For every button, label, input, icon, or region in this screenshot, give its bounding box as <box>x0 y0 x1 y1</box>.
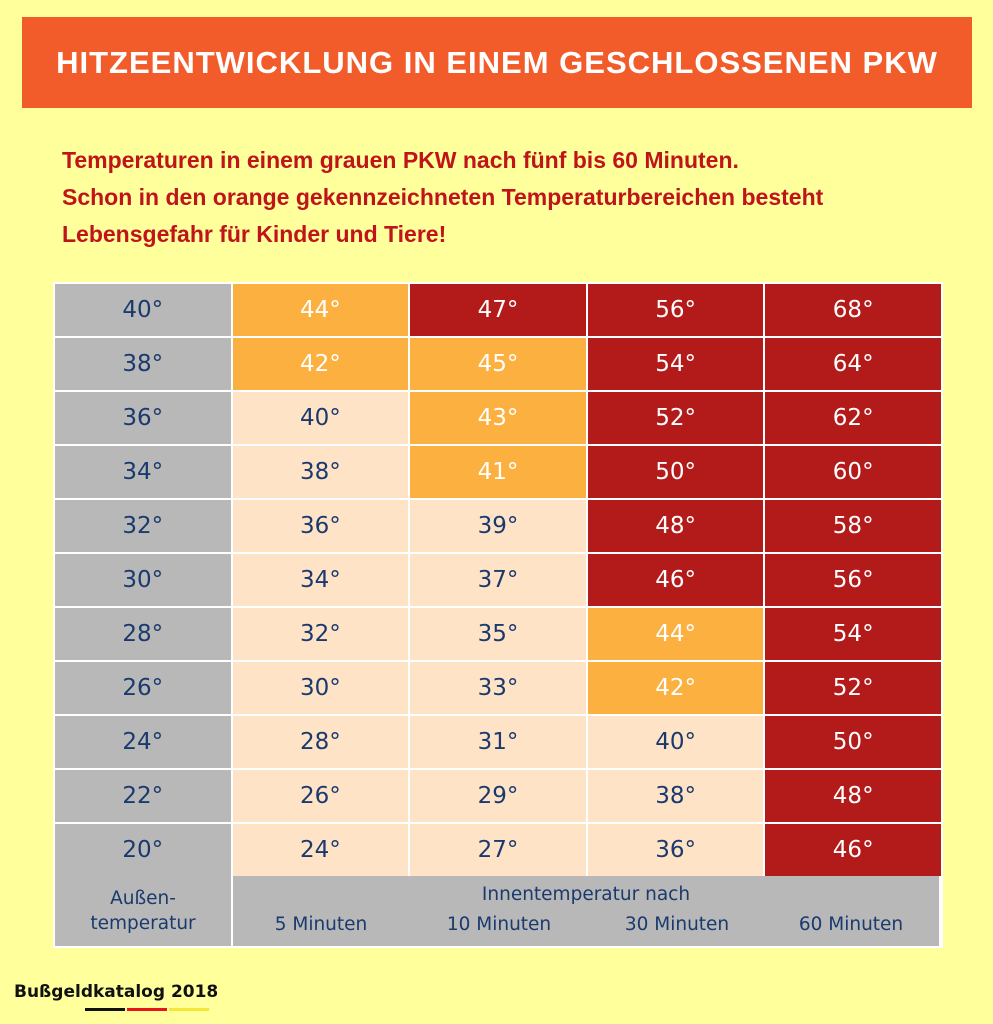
inside-temp-cell: 50° <box>765 716 941 768</box>
inside-temp-cell: 45° <box>410 338 586 390</box>
inside-temp-cell: 44° <box>587 608 764 660</box>
column-group-label: Innentemperatur nach <box>481 884 691 905</box>
inside-temp-cell: 27° <box>410 824 586 876</box>
page-title: HITZEENTWICKLUNG IN EINEM GESCHLOSSENEN … <box>56 44 938 80</box>
inside-temp-cell: 38° <box>232 446 409 498</box>
inside-temp-cell: 30° <box>232 662 409 714</box>
inside-temp-cell: 48° <box>587 500 764 552</box>
inside-temp-cell: 68° <box>765 284 941 336</box>
outside-temp-cell: 26° <box>55 662 231 714</box>
temperature-table: 40° 44° 47° 56° 68° 38° 42° 45° 54° 64° 36° 40° 43° 5… <box>53 282 943 878</box>
header-line: Außen- <box>110 888 176 909</box>
inside-temperature-header: Innentemperatur nach 5 Minuten 10 Minute… <box>233 876 939 946</box>
inside-temp-cell: 50° <box>587 446 764 498</box>
subtitle: Temperaturen in einem grauen PKW nach fü… <box>62 142 962 253</box>
inside-temp-cell: 36° <box>587 824 764 876</box>
inside-temp-cell: 60° <box>765 446 941 498</box>
outside-temperature-header: Außen- temperatur <box>55 876 231 946</box>
outside-temp-cell: 36° <box>55 392 231 444</box>
outside-temp-cell: 30° <box>55 554 231 606</box>
inside-temp-cell: 48° <box>765 770 941 822</box>
flag-stripe-red <box>127 1008 167 1011</box>
outside-temp-cell: 24° <box>55 716 231 768</box>
inside-temp-cell: 40° <box>587 716 764 768</box>
inside-temp-cell: 42° <box>232 338 409 390</box>
inside-temp-cell: 42° <box>587 662 764 714</box>
table-footer: Außen- temperatur Innentemperatur nach 5… <box>53 876 943 948</box>
column-label-10: 10 Minuten <box>446 914 552 935</box>
inside-temp-cell: 35° <box>410 608 586 660</box>
subtitle-line: Lebensgefahr für Kinder und Tiere! <box>62 221 447 247</box>
column-label-30: 30 Minuten <box>624 914 730 935</box>
outside-temp-cell: 32° <box>55 500 231 552</box>
outside-temp-cell: 34° <box>55 446 231 498</box>
inside-temp-cell: 39° <box>410 500 586 552</box>
inside-temp-cell: 37° <box>410 554 586 606</box>
inside-temp-cell: 38° <box>587 770 764 822</box>
header-line: temperatur <box>90 913 196 934</box>
column-label-60: 60 Minuten <box>798 914 904 935</box>
outside-temp-cell: 38° <box>55 338 231 390</box>
inside-temp-cell: 40° <box>232 392 409 444</box>
title-banner: HITZEENTWICKLUNG IN EINEM GESCHLOSSENEN … <box>22 17 972 108</box>
inside-temp-cell: 56° <box>587 284 764 336</box>
logo-text: Bußgeldkatalog 2018 <box>14 982 219 1002</box>
inside-temp-cell: 31° <box>410 716 586 768</box>
subtitle-line: Temperaturen in einem grauen PKW nach fü… <box>62 147 739 173</box>
flag-stripe-gold <box>169 1008 209 1011</box>
inside-temp-cell: 44° <box>232 284 409 336</box>
outside-temp-cell: 28° <box>55 608 231 660</box>
inside-temp-cell: 46° <box>587 554 764 606</box>
inside-temp-cell: 64° <box>765 338 941 390</box>
inside-temp-cell: 29° <box>410 770 586 822</box>
outside-temp-cell: 22° <box>55 770 231 822</box>
inside-temp-cell: 32° <box>232 608 409 660</box>
inside-temp-cell: 24° <box>232 824 409 876</box>
inside-temp-cell: 54° <box>765 608 941 660</box>
outside-temp-cell: 40° <box>55 284 231 336</box>
inside-temp-cell: 54° <box>587 338 764 390</box>
inside-temp-cell: 47° <box>410 284 586 336</box>
inside-temp-cell: 36° <box>232 500 409 552</box>
inside-temp-cell: 34° <box>232 554 409 606</box>
outside-temp-cell: 20° <box>55 824 231 876</box>
inside-temp-cell: 26° <box>232 770 409 822</box>
inside-temp-cell: 46° <box>765 824 941 876</box>
inside-temp-cell: 62° <box>765 392 941 444</box>
inside-temp-cell: 41° <box>410 446 586 498</box>
subtitle-line: Schon in den orange gekennzeichneten Tem… <box>62 184 824 210</box>
inside-temp-cell: 58° <box>765 500 941 552</box>
flag-stripe-black <box>85 1008 125 1011</box>
inside-temp-cell: 52° <box>587 392 764 444</box>
logo: Bußgeldkatalog 2018 <box>14 982 219 1011</box>
inside-temp-cell: 28° <box>232 716 409 768</box>
inside-temp-cell: 43° <box>410 392 586 444</box>
inside-temp-cell: 52° <box>765 662 941 714</box>
column-label-5: 5 Minuten <box>274 914 368 935</box>
inside-temp-cell: 33° <box>410 662 586 714</box>
inside-temp-cell: 56° <box>765 554 941 606</box>
